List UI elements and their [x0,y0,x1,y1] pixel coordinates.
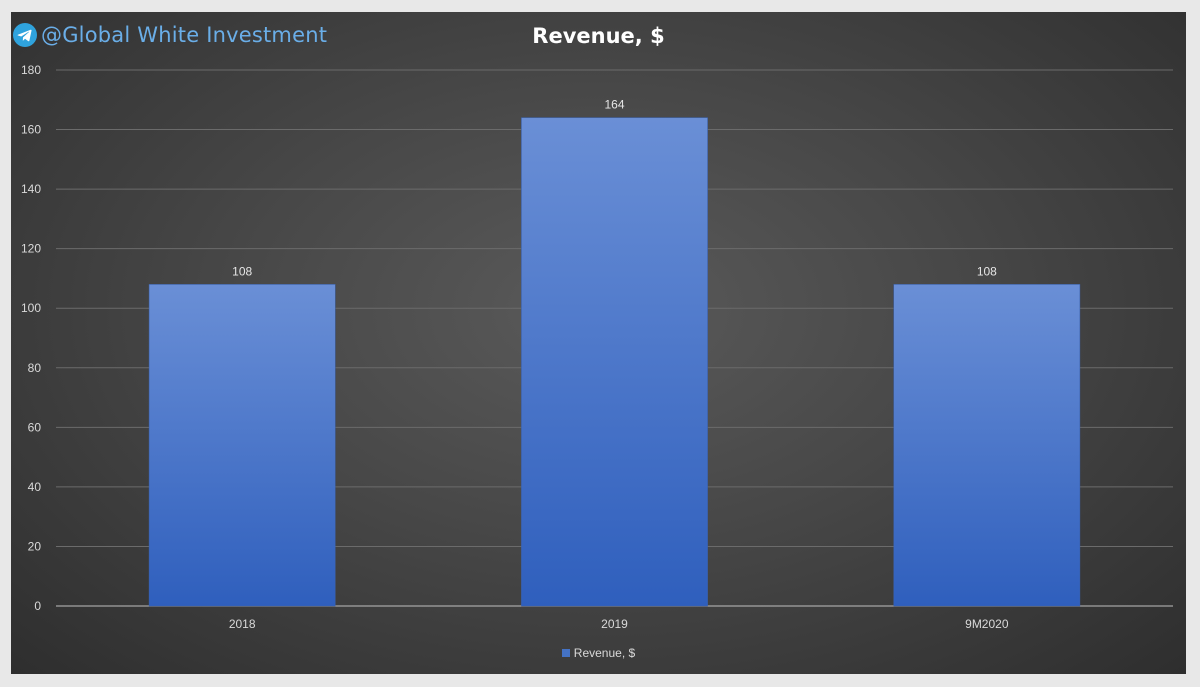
y-tick-label: 40 [28,480,42,494]
bars [148,117,1081,607]
y-tick-label: 20 [28,539,42,553]
legend: Revenue, $ [11,646,1186,660]
watermark-text: @Global White Investment [41,23,328,47]
y-tick-label: 80 [28,361,42,375]
bar-9m2020 [893,284,1081,607]
x-axis-categories: 2018 2019 9M2020 [229,617,1009,631]
x-category-label: 2018 [229,617,256,631]
legend-label: Revenue, $ [573,646,636,660]
telegram-icon [13,23,37,47]
y-tick-label: 60 [28,420,42,434]
y-tick-label: 120 [21,242,41,256]
y-axis-ticks: 0 20 40 60 80 100 120 140 160 180 [21,63,41,613]
bar-2018 [148,284,336,607]
data-label: 108 [977,264,997,278]
data-label: 108 [232,264,252,278]
bar-2019 [521,117,708,607]
y-tick-label: 100 [21,301,41,315]
y-tick-label: 140 [21,182,41,196]
watermark: @Global White Investment [13,20,327,50]
x-category-label: 2019 [601,617,628,631]
legend-swatch [561,649,570,657]
data-labels: 108 164 108 [232,98,997,279]
y-tick-label: 0 [34,599,41,613]
y-tick-label: 160 [21,123,41,137]
chart-area: 0 20 40 60 80 100 120 140 160 180 108 164 108 2018 2… [11,12,1186,674]
chart-title: Revenue, $ [532,24,665,48]
data-label: 164 [604,98,624,112]
x-category-label: 9M2020 [965,617,1009,631]
y-tick-label: 180 [21,63,41,77]
